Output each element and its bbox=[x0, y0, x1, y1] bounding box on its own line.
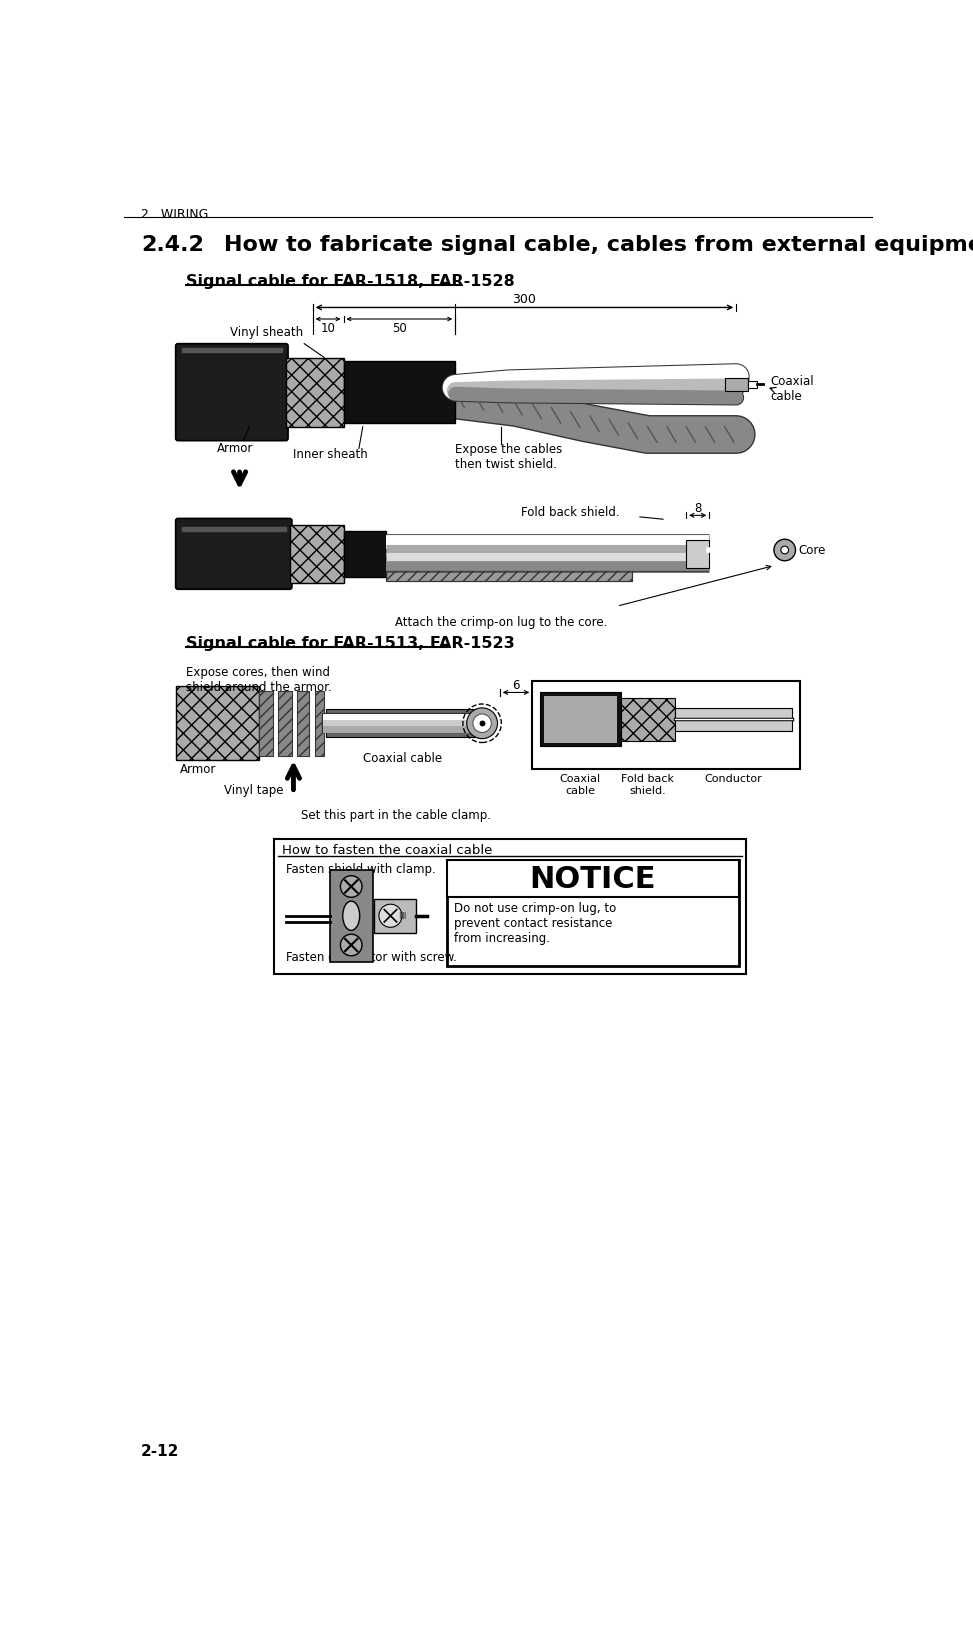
Text: 50: 50 bbox=[392, 323, 407, 334]
Text: Armor: Armor bbox=[216, 441, 253, 454]
Bar bbox=[386, 559, 632, 582]
Bar bbox=[259, 692, 272, 756]
Circle shape bbox=[781, 547, 788, 554]
Text: Do not use crimp-on lug, to
prevent contact resistance
from increasing.: Do not use crimp-on lug, to prevent cont… bbox=[453, 901, 616, 944]
Text: 2-12: 2-12 bbox=[141, 1444, 179, 1459]
Text: How to fasten the coaxial cable: How to fasten the coaxial cable bbox=[282, 842, 492, 856]
Circle shape bbox=[467, 708, 497, 739]
Text: Coaxial
cable: Coaxial cable bbox=[771, 375, 814, 403]
Text: Fasten shield with clamp.: Fasten shield with clamp. bbox=[286, 862, 436, 875]
Circle shape bbox=[774, 539, 796, 562]
Text: Signal cable for FAR-1513, FAR-1523: Signal cable for FAR-1513, FAR-1523 bbox=[186, 636, 515, 651]
Bar bbox=[278, 692, 292, 756]
Circle shape bbox=[473, 715, 491, 733]
Bar bbox=[540, 693, 621, 747]
Text: NOTICE: NOTICE bbox=[529, 865, 656, 893]
Text: Set this part in the cable clamp.: Set this part in the cable clamp. bbox=[302, 808, 491, 821]
Text: 6: 6 bbox=[512, 679, 520, 692]
Text: Fold back
shield.: Fold back shield. bbox=[621, 774, 674, 795]
Text: Fasten conductor with screw.: Fasten conductor with screw. bbox=[286, 951, 456, 964]
Text: How to fabricate signal cable, cables from external equipment: How to fabricate signal cable, cables fr… bbox=[224, 234, 973, 256]
Bar bbox=[544, 697, 617, 742]
Bar bbox=[621, 698, 674, 741]
FancyBboxPatch shape bbox=[176, 520, 292, 590]
Bar bbox=[326, 710, 479, 738]
Text: 14: 14 bbox=[573, 679, 588, 688]
Bar bbox=[278, 692, 292, 756]
Bar bbox=[386, 559, 632, 582]
Bar bbox=[343, 531, 386, 577]
Text: Expose the cables
then twist shield.: Expose the cables then twist shield. bbox=[455, 443, 562, 470]
Text: 5: 5 bbox=[644, 679, 651, 688]
Text: Inner sheath: Inner sheath bbox=[294, 447, 368, 461]
Bar bbox=[448, 860, 739, 967]
Text: Fold back shield.: Fold back shield. bbox=[522, 505, 620, 518]
Bar bbox=[286, 359, 343, 428]
Text: ⅢI: ⅢI bbox=[399, 911, 407, 921]
Bar bbox=[674, 708, 792, 731]
Ellipse shape bbox=[342, 901, 360, 931]
Bar bbox=[532, 682, 800, 770]
Text: Attach the crimp-on lug to the core.: Attach the crimp-on lug to the core. bbox=[395, 616, 607, 629]
Bar bbox=[725, 379, 748, 392]
Bar bbox=[686, 541, 709, 569]
Bar bbox=[298, 692, 308, 756]
Circle shape bbox=[341, 934, 362, 956]
Bar bbox=[274, 839, 746, 974]
Text: Coaxial
cable: Coaxial cable bbox=[559, 774, 601, 795]
Text: 2.4.2: 2.4.2 bbox=[141, 234, 204, 256]
Bar bbox=[374, 900, 415, 933]
Text: Armor: Armor bbox=[179, 762, 216, 775]
Bar bbox=[315, 692, 324, 756]
Bar bbox=[331, 870, 373, 962]
Text: Signal cable for FAR-1518, FAR-1528: Signal cable for FAR-1518, FAR-1528 bbox=[186, 274, 515, 288]
Text: Expose cores, then wind
shield around the armor.: Expose cores, then wind shield around th… bbox=[186, 665, 332, 693]
Text: 10: 10 bbox=[321, 323, 336, 334]
Bar bbox=[315, 692, 324, 756]
Text: Coaxial cable: Coaxial cable bbox=[363, 752, 442, 765]
Text: Core: Core bbox=[799, 544, 826, 557]
Text: 300: 300 bbox=[513, 293, 536, 306]
FancyBboxPatch shape bbox=[176, 344, 288, 441]
Circle shape bbox=[341, 877, 362, 898]
Bar bbox=[176, 687, 259, 760]
Bar bbox=[343, 362, 455, 425]
Bar bbox=[298, 692, 308, 756]
Bar bbox=[259, 692, 272, 756]
Circle shape bbox=[378, 905, 402, 928]
Text: Conductor: Conductor bbox=[704, 774, 763, 783]
Text: Vinyl sheath: Vinyl sheath bbox=[230, 326, 303, 339]
Bar bbox=[748, 382, 757, 388]
Text: 8: 8 bbox=[694, 502, 702, 515]
Bar bbox=[448, 860, 739, 898]
Text: 9: 9 bbox=[730, 679, 738, 688]
Text: 2.  WIRING: 2. WIRING bbox=[141, 208, 208, 221]
Bar bbox=[290, 524, 343, 583]
Text: Vinyl tape: Vinyl tape bbox=[224, 783, 284, 797]
